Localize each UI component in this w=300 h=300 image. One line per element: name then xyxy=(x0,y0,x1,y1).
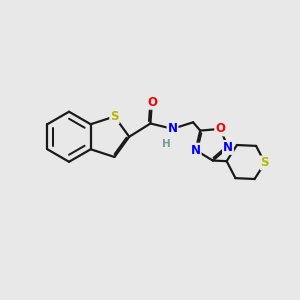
Text: O: O xyxy=(147,96,157,109)
Text: N: N xyxy=(223,141,233,154)
Text: O: O xyxy=(215,122,225,135)
Text: N: N xyxy=(167,122,178,135)
Text: S: S xyxy=(261,156,269,170)
Text: S: S xyxy=(110,110,119,123)
Text: N: N xyxy=(190,144,201,157)
Text: H: H xyxy=(162,139,170,148)
